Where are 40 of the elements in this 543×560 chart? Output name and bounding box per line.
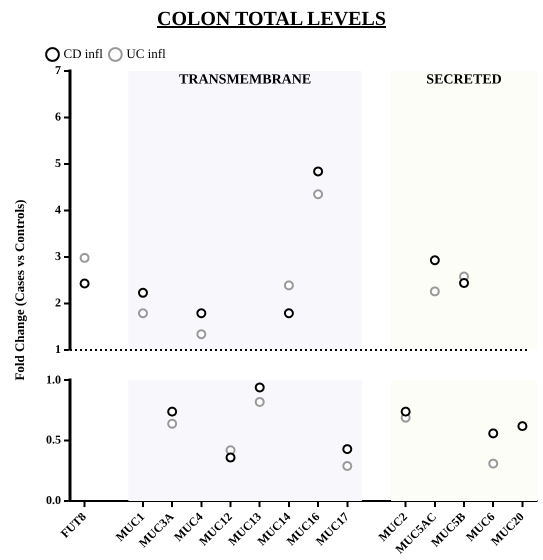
band-label: TRANSMEMBRANE (179, 72, 312, 88)
point (488, 458, 498, 469)
y-tick-label: 4 (55, 202, 61, 217)
point (517, 421, 528, 432)
legend-label: CD infl (64, 46, 104, 61)
y-tick-label: 5 (55, 156, 61, 170)
y-tick-label: 0.0 (46, 493, 61, 508)
y-tick-label: 3 (55, 249, 61, 264)
point (400, 406, 411, 417)
point (138, 288, 148, 298)
y-tick-label: 2 (55, 296, 61, 310)
point (459, 278, 470, 288)
point (167, 418, 178, 429)
point (488, 428, 498, 438)
point (342, 444, 352, 454)
band-label: SECRETED (426, 72, 502, 88)
legend-label: UC infl (126, 46, 166, 61)
y-tick-label: 7 (55, 63, 61, 78)
y-tick-label: 1 (55, 342, 61, 356)
y-tick-label: 6 (55, 110, 61, 124)
point (80, 252, 90, 263)
point (313, 166, 324, 176)
point (430, 286, 440, 296)
point (254, 396, 265, 407)
chart-title: COLON TOTAL LEVELS (156, 8, 387, 31)
y-tick-label: 1.0 (46, 372, 61, 386)
point (196, 329, 206, 340)
y-axis-title: Fold Change (Cases vs Controls) (12, 199, 28, 381)
point (284, 280, 294, 290)
point (138, 308, 148, 318)
point (313, 189, 324, 200)
point (80, 278, 90, 289)
point (254, 382, 265, 392)
point (167, 406, 178, 417)
y-tick-label: 0.5 (46, 432, 61, 447)
point (196, 308, 206, 318)
point (226, 452, 236, 463)
point (284, 308, 294, 318)
point (342, 461, 352, 472)
point (430, 255, 440, 266)
